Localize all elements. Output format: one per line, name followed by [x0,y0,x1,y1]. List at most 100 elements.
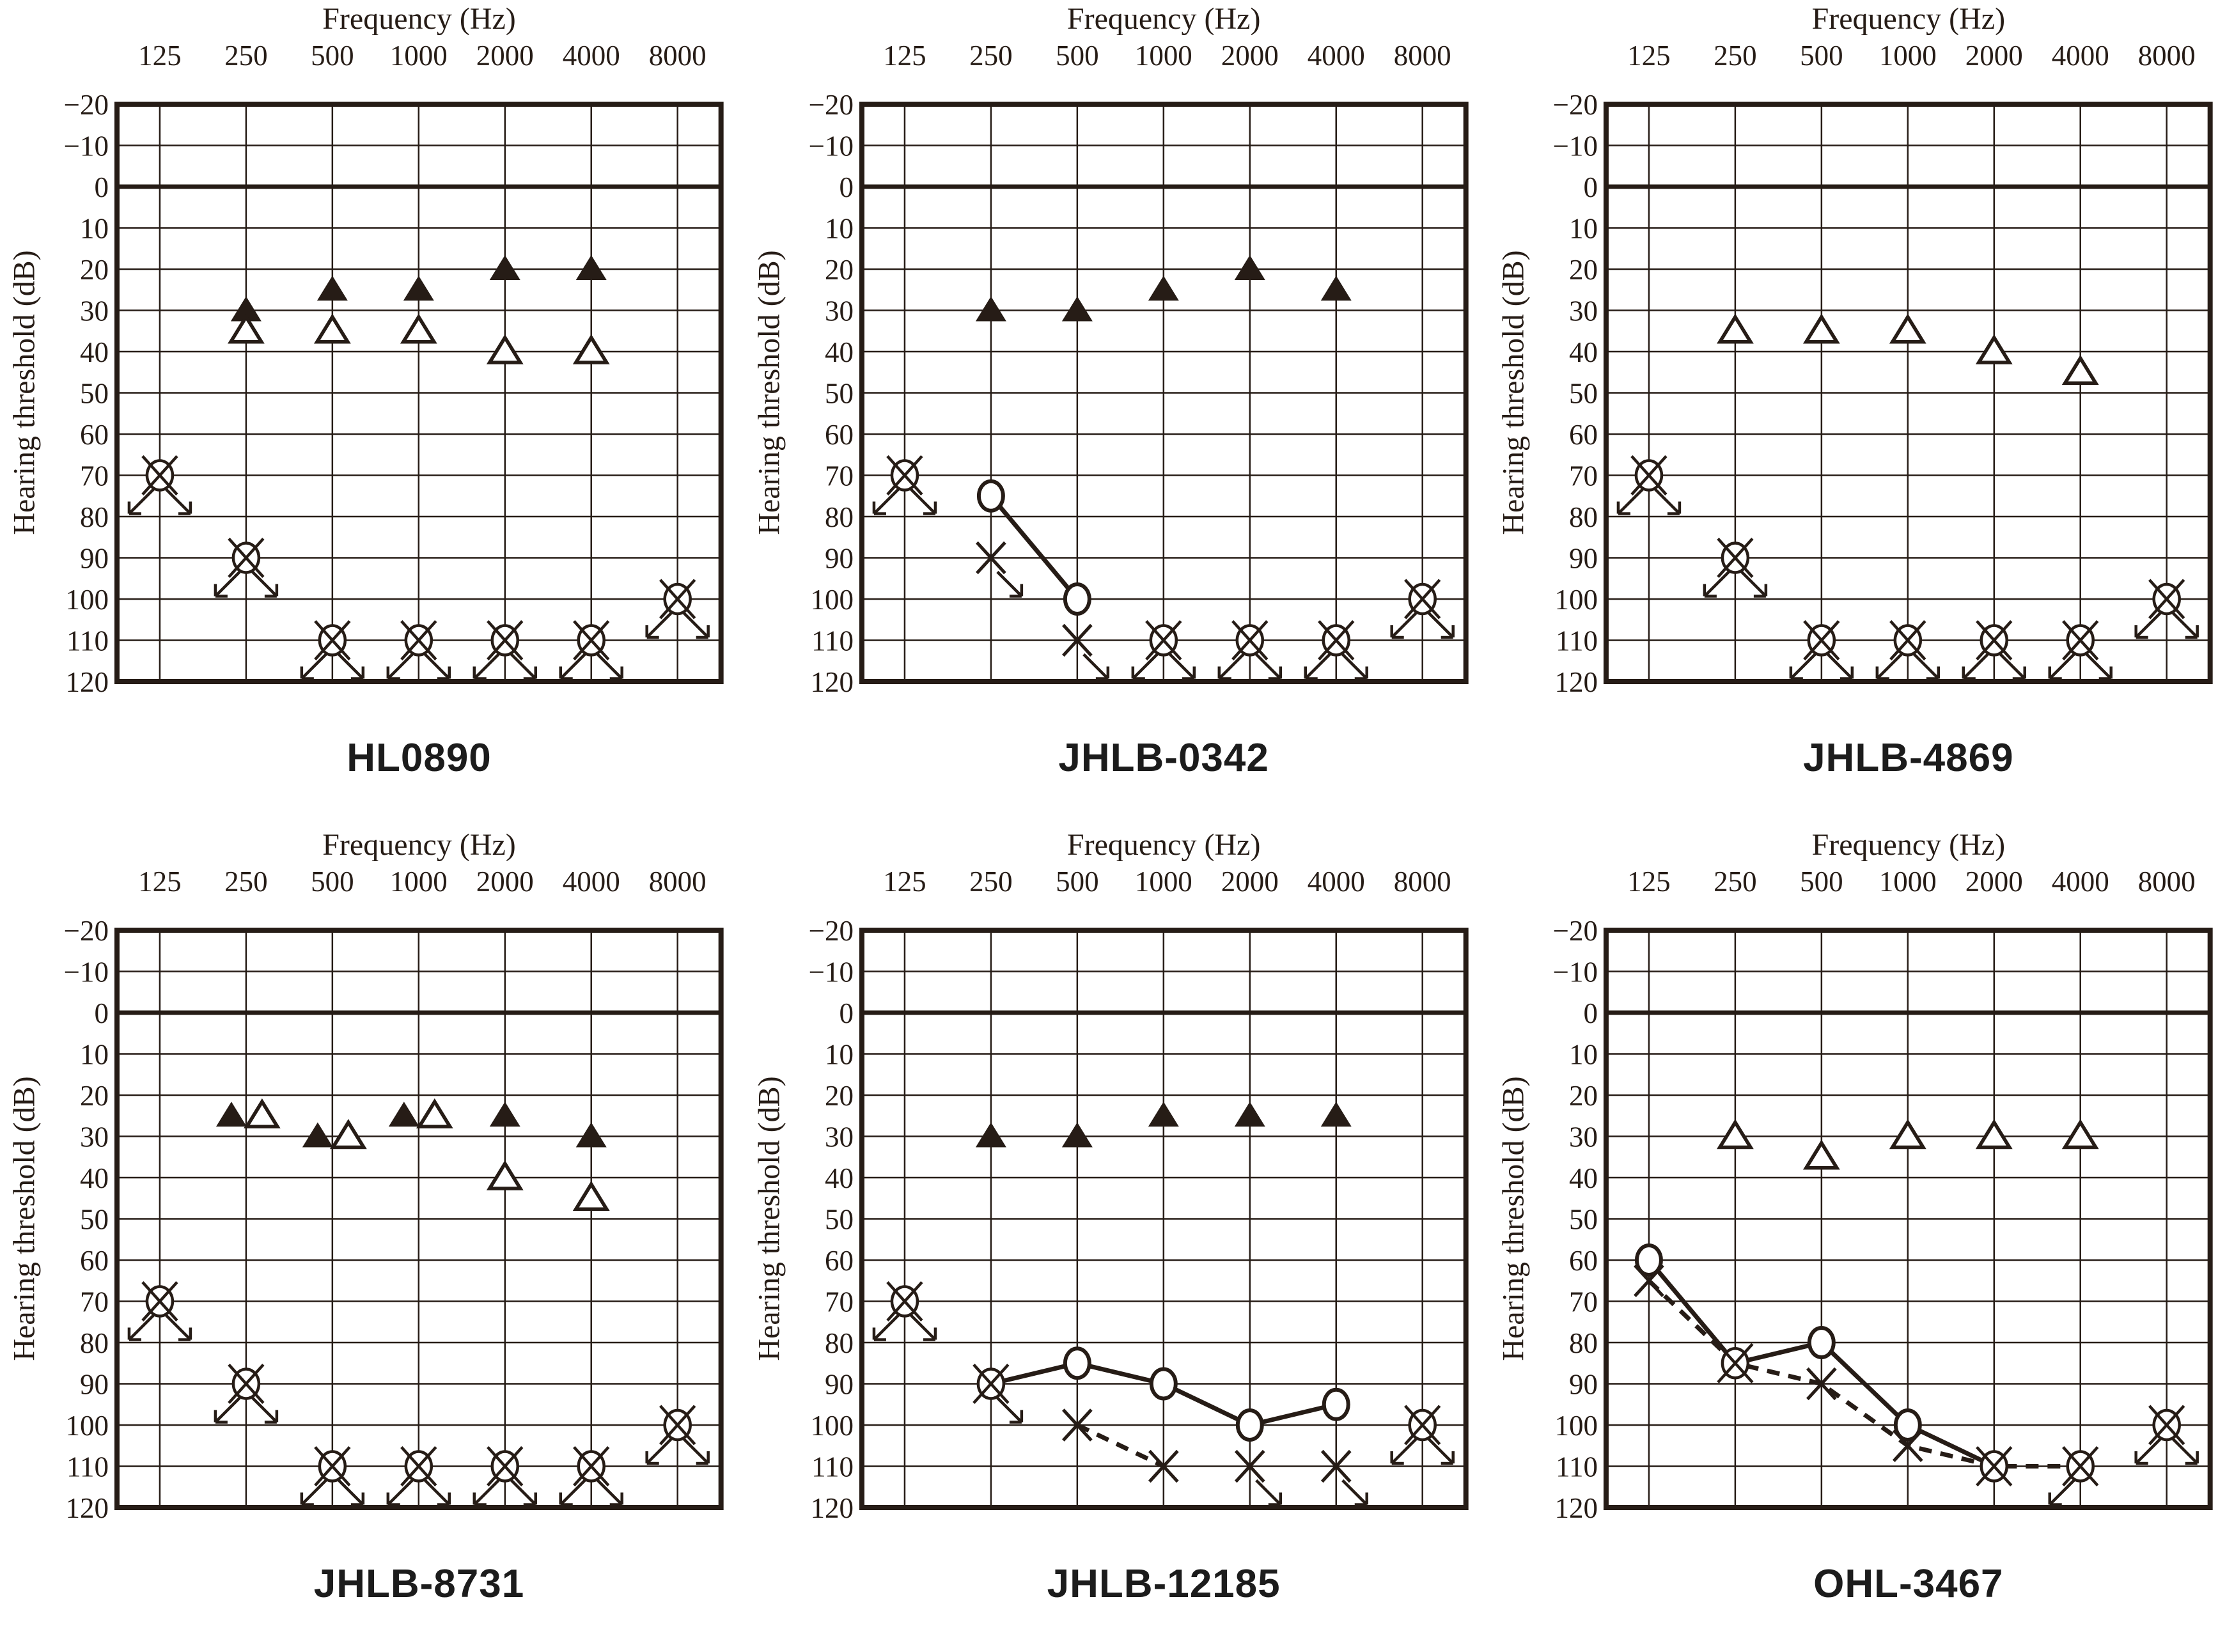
svg-text:30: 30 [80,295,109,327]
svg-text:500: 500 [1800,40,1843,72]
svg-text:100: 100 [1555,584,1598,616]
svg-text:20: 20 [80,254,109,286]
svg-text:500: 500 [1056,866,1098,898]
audiogram-plot: 125 250 500 1000 2000 4000 8000 −20 −10 0 10 20 30 40… [64,40,724,698]
svg-text:250: 250 [1714,40,1756,72]
svg-text:100: 100 [1555,1410,1598,1442]
svg-text:20: 20 [1569,254,1598,286]
audiogram-plot: 125 250 500 1000 2000 4000 8000 −20 −10 0 10 20 30 40… [808,40,1469,698]
svg-text:−10: −10 [808,130,853,162]
svg-text:125: 125 [138,40,181,72]
svg-text:120: 120 [65,1492,108,1524]
chart-name: HL0890 [347,736,492,780]
svg-text:40: 40 [825,336,854,368]
svg-text:−10: −10 [808,956,853,988]
svg-text:125: 125 [138,866,181,898]
svg-text:20: 20 [825,1080,854,1112]
svg-text:40: 40 [80,1162,109,1194]
svg-text:10: 10 [80,1038,109,1070]
audiogram-panel-5: 125 250 500 1000 2000 4000 8000 −20 −10 0 10 20 30 40… [745,826,1490,1652]
svg-text:110: 110 [1556,1451,1598,1483]
x-axis-title: Frequency (Hz) [322,2,516,36]
svg-text:50: 50 [80,1203,109,1235]
audiogram-panel-3: 125 250 500 1000 2000 4000 8000 −20 −10 0 10 20 30 40… [1489,0,2234,826]
svg-text:120: 120 [1555,1492,1598,1524]
svg-text:−20: −20 [808,915,853,947]
svg-text:50: 50 [825,1203,854,1235]
svg-text:0: 0 [94,997,108,1029]
svg-text:40: 40 [1569,336,1598,368]
svg-text:40: 40 [1569,1162,1598,1194]
chart-name: JHLB-0342 [1058,736,1269,780]
svg-text:250: 250 [224,866,267,898]
svg-text:125: 125 [1628,866,1671,898]
svg-text:80: 80 [1569,1327,1598,1359]
svg-text:2000: 2000 [1965,866,2023,898]
svg-text:8000: 8000 [2138,40,2196,72]
svg-text:4000: 4000 [563,40,620,72]
svg-text:10: 10 [825,1038,854,1070]
svg-text:125: 125 [883,866,926,898]
x-axis-title: Frequency (Hz) [1811,2,2006,36]
svg-text:70: 70 [80,1286,109,1318]
svg-text:2000: 2000 [1965,40,2023,72]
svg-text:4000: 4000 [563,866,620,898]
audiogram-panel-6: 125 250 500 1000 2000 4000 8000 −20 −10 0 10 20 30 40… [1489,826,2234,1652]
svg-text:0: 0 [839,997,853,1029]
svg-text:10: 10 [1569,1038,1598,1070]
svg-text:1000: 1000 [1134,866,1192,898]
svg-text:50: 50 [1569,1203,1598,1235]
svg-text:110: 110 [66,625,109,657]
svg-text:80: 80 [1569,501,1598,533]
svg-text:250: 250 [224,40,267,72]
svg-text:100: 100 [810,584,853,616]
svg-text:80: 80 [825,1327,854,1359]
svg-text:1000: 1000 [390,40,448,72]
chart-name: OHL-3467 [1813,1562,2004,1606]
svg-text:8000: 8000 [2138,866,2196,898]
svg-text:20: 20 [1569,1080,1598,1112]
svg-text:−10: −10 [1553,130,1598,162]
svg-text:80: 80 [825,501,854,533]
svg-text:1000: 1000 [1879,866,1937,898]
svg-text:50: 50 [1569,377,1598,409]
svg-text:50: 50 [80,377,109,409]
x-axis-title: Frequency (Hz) [1811,828,2006,862]
x-axis-title: Frequency (Hz) [1066,828,1261,862]
svg-text:125: 125 [883,40,926,72]
svg-text:−10: −10 [64,956,109,988]
svg-text:8000: 8000 [649,40,707,72]
svg-text:90: 90 [825,1368,854,1400]
svg-text:2000: 2000 [1221,866,1278,898]
svg-text:70: 70 [825,1286,854,1318]
svg-text:90: 90 [1569,542,1598,574]
svg-text:110: 110 [811,625,854,657]
svg-text:10: 10 [80,212,109,244]
svg-text:−10: −10 [64,130,109,162]
y-axis-title: Hearing threshold (dB) [7,1076,42,1361]
svg-text:0: 0 [94,171,108,203]
svg-text:100: 100 [810,1410,853,1442]
svg-text:500: 500 [1056,40,1098,72]
svg-text:250: 250 [1714,866,1756,898]
svg-text:8000: 8000 [649,866,707,898]
svg-text:50: 50 [825,377,854,409]
svg-text:−20: −20 [64,915,109,947]
svg-text:2000: 2000 [476,866,534,898]
svg-text:80: 80 [80,1327,109,1359]
svg-text:30: 30 [825,1121,854,1153]
svg-text:500: 500 [1800,866,1843,898]
svg-text:70: 70 [825,460,854,492]
svg-text:100: 100 [65,1410,108,1442]
chart-name: JHLB-12185 [1047,1562,1281,1606]
chart-name: JHLB-4869 [1803,736,2014,780]
svg-text:70: 70 [80,460,109,492]
svg-text:30: 30 [1569,1121,1598,1153]
svg-text:20: 20 [80,1080,109,1112]
svg-text:110: 110 [1556,625,1598,657]
svg-text:250: 250 [969,866,1012,898]
svg-text:0: 0 [839,171,853,203]
svg-text:60: 60 [825,419,854,451]
y-axis-title: Hearing threshold (dB) [752,1076,786,1361]
svg-text:60: 60 [80,1245,109,1277]
